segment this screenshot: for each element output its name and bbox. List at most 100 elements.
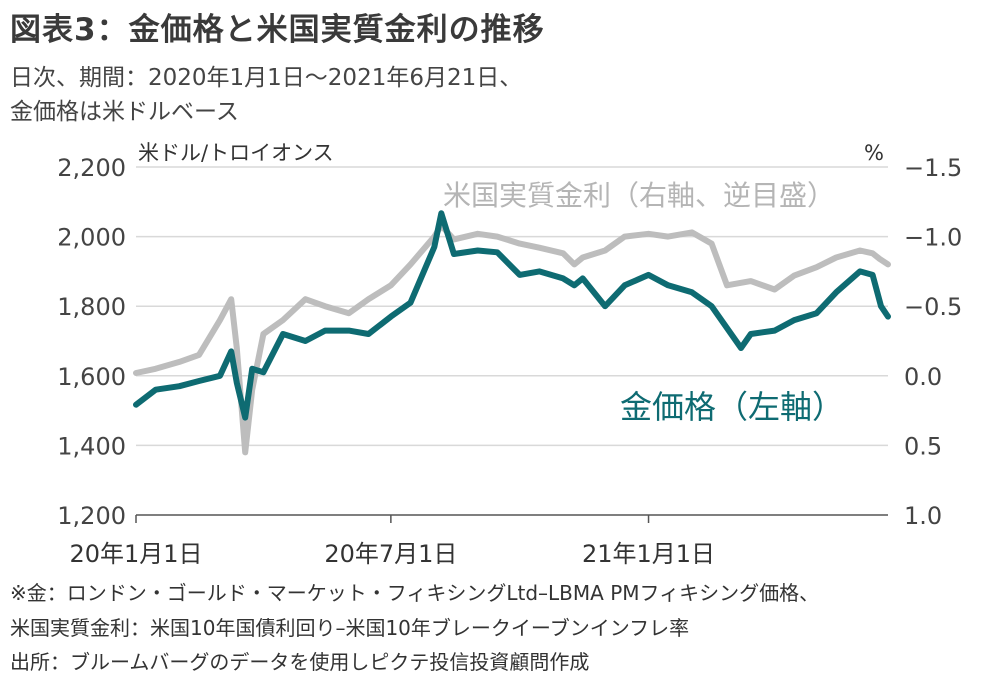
real-rate-point — [749, 280, 752, 283]
gold-price-point — [476, 249, 479, 252]
x-tick-label: 21年1月1日 — [582, 540, 715, 568]
gold-price-point — [347, 329, 350, 332]
grid-lines — [136, 166, 888, 447]
real-rate-point — [573, 263, 576, 266]
right-axis-labels: −1.5 −1.0 −0.5 0.0 0.5 1.0 — [904, 154, 962, 530]
chart-subtitle-line2: 金価格は米ドルベース — [10, 99, 239, 125]
legend-gold-price: 金価格（左軸） — [620, 388, 844, 426]
real-rate-point — [710, 242, 713, 245]
gold-price-point — [538, 270, 541, 273]
real-rate-point — [389, 284, 392, 287]
x-axis: 20年1月1日 20年7月1日 21年1月1日 — [69, 514, 888, 568]
real-rate-point — [581, 256, 584, 259]
right-tick-label: 0.5 — [904, 432, 942, 460]
real-rate-point — [135, 372, 137, 374]
chart-subtitle-line1: 日次、期間：2020年1月1日～2021年6月21日、 — [10, 65, 523, 91]
gold-price-point — [710, 305, 713, 308]
real-rate-point — [262, 333, 265, 335]
gold-price-point — [135, 403, 137, 406]
left-tick-label: 2,000 — [57, 224, 126, 252]
left-tick-label: 2,200 — [57, 154, 126, 182]
real-rate-point — [878, 257, 881, 260]
real-rate-point — [282, 319, 284, 322]
real-rate-point — [367, 298, 370, 301]
gold-price-point — [198, 380, 200, 382]
real-rate-point — [154, 367, 157, 370]
right-tick-label: −1.0 — [904, 224, 962, 252]
left-tick-label: 1,600 — [57, 363, 126, 391]
gold-price-point — [623, 284, 626, 287]
real-rate-point — [476, 232, 479, 235]
series-lines — [133, 210, 891, 456]
real-rate-point — [230, 298, 233, 301]
real-rate-point — [793, 274, 796, 277]
gold-price-point — [440, 212, 443, 215]
gold-price-point — [244, 416, 247, 419]
gold-price-point — [324, 329, 327, 332]
gold-price-point — [562, 277, 565, 280]
real-rate-point — [604, 249, 607, 252]
gold-price-point — [235, 381, 238, 384]
left-axis-labels: 2,200 2,000 1,800 1,600 1,400 1,200 — [57, 154, 126, 530]
gold-price-point — [154, 388, 157, 391]
gold-price-point — [452, 253, 455, 255]
legend-real-rate: 米国実質金利（右軸、逆目盛） — [443, 179, 835, 212]
real-rate-point — [244, 451, 247, 454]
gold-price-point — [282, 333, 284, 335]
gold-price-point — [230, 350, 233, 353]
chart-title: 図表3：金価格と米国実質金利の推移 — [10, 12, 545, 48]
gold-price-point — [496, 251, 499, 254]
footnote-real-rate-def: 米国実質金利：米国10年国債利回り–米国10年ブレークイーブンインフレ率 — [10, 616, 690, 640]
gold-price-point — [604, 305, 607, 308]
real-rate-point — [726, 284, 728, 287]
real-rate-point — [324, 305, 327, 308]
left-tick-label: 1,400 — [57, 432, 126, 460]
real-rate-point — [496, 235, 499, 238]
real-rate-point — [409, 263, 412, 266]
real-rate-point — [887, 263, 889, 266]
right-axis-unit: % — [864, 141, 884, 165]
real-rate-point — [219, 319, 221, 322]
gold-price-point — [667, 284, 670, 287]
x-tick-label: 20年7月1日 — [324, 540, 457, 568]
gold-price-point — [262, 371, 265, 374]
gold-price-point — [219, 374, 221, 377]
real-rate-point — [452, 238, 455, 241]
gold-price-point — [304, 340, 307, 342]
left-tick-label: 1,800 — [57, 293, 126, 321]
gold-price-point — [773, 329, 776, 332]
gold-price-point — [749, 333, 752, 335]
real-rate-point — [538, 246, 541, 249]
right-tick-label: −1.5 — [904, 154, 962, 182]
right-tick-label: 0.0 — [904, 363, 942, 391]
gold-price-point — [740, 347, 742, 349]
real-rate-point — [871, 252, 874, 255]
gold-price-point — [859, 270, 861, 273]
gold-price-point — [367, 333, 370, 335]
real-rate-point — [235, 347, 238, 349]
gold-price-point — [647, 273, 650, 276]
left-tick-label: 1,200 — [57, 502, 126, 530]
real-rate-point — [690, 231, 693, 234]
gold-price-point — [815, 312, 818, 315]
real-rate-point — [347, 312, 350, 315]
real-rate-point — [667, 235, 670, 238]
x-tick-label: 20年1月1日 — [69, 540, 202, 568]
footnote-gold-source: ※金：ロンドン・ゴールド・マーケット・フィキシングLtd–LBMA PMフィキシ… — [10, 581, 820, 605]
gold-price-point — [573, 284, 576, 287]
gold-price-point — [389, 315, 392, 318]
real-rate-point — [623, 235, 626, 238]
real-rate-point — [304, 298, 307, 301]
real-rate-point — [647, 232, 650, 235]
right-tick-label: 1.0 — [904, 502, 942, 530]
real-rate-point — [859, 249, 861, 252]
real-rate-point — [562, 252, 565, 255]
gold-price-point — [178, 385, 181, 388]
gold-price-point — [871, 273, 874, 276]
gold-price-point — [887, 315, 889, 318]
footnote-source: 出所：ブルームバーグのデータを使用しピクテ投信投資顧問作成 — [10, 650, 590, 674]
real-rate-point — [835, 256, 838, 259]
gold-price-point — [409, 301, 412, 304]
real-rate-point — [198, 353, 200, 356]
